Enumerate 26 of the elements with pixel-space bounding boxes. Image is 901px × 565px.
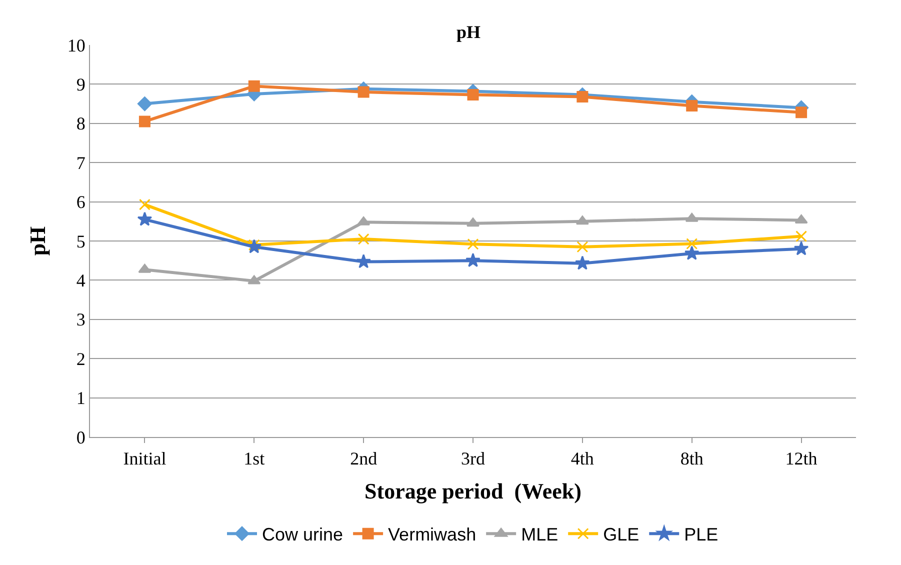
y-tick-label: 7 [76,152,86,173]
x-tick-label: 4th [570,448,594,469]
y-tick-label: 2 [76,348,86,369]
x-tick-label: 8th [680,448,704,469]
y-tick-label: 1 [76,388,86,408]
y-tick-label: 5 [76,231,86,252]
x-tick-label: 2nd [350,448,378,469]
chart-title: pH [456,22,481,42]
y-tick-label: 0 [76,427,86,448]
y-tick-label: 3 [76,310,86,330]
y-axis-title: pH [25,226,50,256]
legend-label: MLE [521,524,558,545]
legend-label: PLE [684,524,718,545]
x-tick-label: 3rd [461,448,485,469]
x-tick-label: Initial [123,448,166,469]
y-tick-label: 9 [76,74,86,94]
legend-label: Vermiwash [388,524,476,545]
x-tick-label: 1st [244,448,265,469]
legend-label: GLE [603,524,640,545]
y-tick-label: 8 [76,114,86,134]
y-tick-label: 6 [76,192,86,212]
legend-label: Cow urine [262,524,344,545]
y-tick-label: 4 [76,270,86,290]
x-axis-title: Storage period (Week) [364,478,582,504]
x-tick-label: 12th [785,448,818,469]
y-tick-label: 10 [67,35,86,56]
